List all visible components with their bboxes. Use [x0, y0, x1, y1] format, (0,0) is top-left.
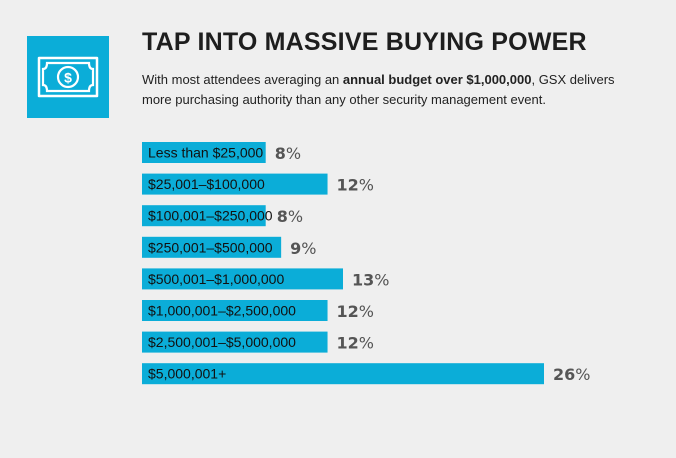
dollar-bill-icon-tile: $ [27, 36, 109, 118]
bar-2 [142, 205, 266, 227]
bar-3 [142, 236, 282, 258]
bar-4 [142, 268, 343, 290]
description-text-2: , GSX delivers more purchasing authority… [142, 72, 615, 107]
bar-label-7: $5,000,001+ [148, 366, 226, 382]
bar-label-0: Less than $25,000 [148, 145, 263, 161]
dollar-bill-icon: $ [37, 56, 99, 98]
description: With most attendees averaging an annual … [142, 70, 632, 110]
description-text-1: With most attendees averaging an [142, 72, 343, 87]
value-label-4: 13% [352, 270, 389, 289]
page-title: TAP INTO MASSIVE BUYING POWER [142, 28, 587, 56]
bar-6 [142, 331, 328, 353]
bar-label-6: $2,500,001–$5,000,000 [148, 334, 296, 350]
bar-label-4: $500,001–$1,000,000 [148, 271, 284, 287]
value-label-7: 26% [553, 365, 590, 384]
value-label-6: 12% [337, 334, 374, 353]
bar-1 [142, 173, 328, 195]
bar-label-1: $25,001–$100,000 [148, 176, 265, 192]
svg-text:$: $ [64, 70, 72, 86]
bar-7 [142, 363, 544, 385]
bar-label-5: $1,000,001–$2,500,000 [148, 303, 296, 319]
bar-label-3: $250,001–$500,000 [148, 239, 273, 255]
value-label-2: 8% [277, 207, 303, 226]
value-label-0: 8% [275, 144, 301, 163]
value-label-1: 12% [337, 176, 374, 195]
value-label-3: 9% [290, 239, 316, 258]
bar-5 [142, 300, 328, 321]
bar-0 [142, 142, 266, 163]
bar-label-2: $100,001–$250,000 [148, 208, 273, 224]
value-label-5: 12% [337, 302, 374, 321]
description-bold: annual budget over $1,000,000 [342, 72, 532, 87]
